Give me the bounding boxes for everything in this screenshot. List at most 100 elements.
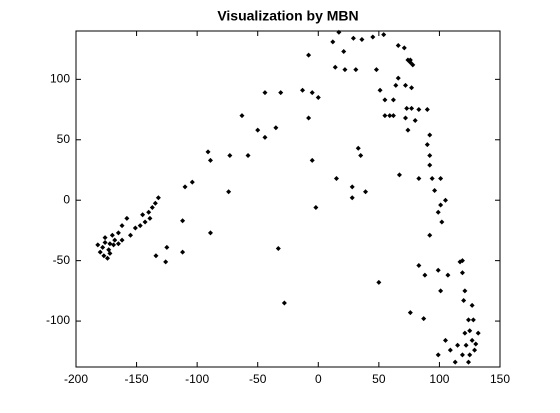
point bbox=[152, 200, 158, 206]
point bbox=[403, 115, 409, 121]
point bbox=[377, 87, 383, 93]
point bbox=[359, 36, 365, 42]
point bbox=[401, 45, 407, 51]
point bbox=[393, 82, 399, 88]
point bbox=[132, 225, 138, 231]
point bbox=[155, 195, 161, 201]
point bbox=[101, 253, 107, 259]
point bbox=[390, 113, 396, 119]
point bbox=[462, 330, 468, 336]
point bbox=[459, 270, 465, 276]
point bbox=[427, 232, 433, 238]
point bbox=[442, 197, 448, 203]
point bbox=[332, 64, 338, 70]
point bbox=[153, 253, 159, 259]
point bbox=[407, 310, 413, 316]
point bbox=[435, 352, 441, 358]
point bbox=[149, 204, 155, 210]
point bbox=[382, 97, 388, 103]
point bbox=[452, 359, 458, 365]
point bbox=[278, 90, 284, 96]
point bbox=[461, 298, 467, 304]
point bbox=[207, 157, 213, 163]
point bbox=[273, 125, 279, 131]
point bbox=[342, 67, 348, 73]
x-tick-label: 100 bbox=[429, 372, 449, 386]
point bbox=[445, 272, 451, 278]
point bbox=[459, 258, 465, 264]
point bbox=[469, 302, 475, 308]
point bbox=[119, 223, 125, 229]
point bbox=[427, 132, 433, 138]
x-tick-label: -100 bbox=[185, 372, 209, 386]
point bbox=[262, 134, 268, 140]
y-tick-label: 100 bbox=[50, 72, 70, 86]
point bbox=[421, 316, 427, 322]
point bbox=[245, 152, 251, 158]
point bbox=[182, 184, 188, 190]
point bbox=[146, 209, 152, 215]
point bbox=[395, 43, 401, 49]
point bbox=[387, 113, 393, 119]
point bbox=[112, 237, 118, 243]
point bbox=[102, 240, 108, 246]
x-tick-label: -50 bbox=[249, 372, 267, 386]
point bbox=[358, 152, 364, 158]
point bbox=[336, 29, 342, 35]
point bbox=[410, 62, 416, 68]
point bbox=[381, 32, 387, 38]
point bbox=[163, 259, 169, 265]
point bbox=[462, 288, 468, 294]
point bbox=[226, 189, 232, 195]
point bbox=[438, 202, 444, 208]
point bbox=[306, 52, 312, 58]
point bbox=[472, 347, 478, 353]
point bbox=[403, 82, 409, 88]
point bbox=[109, 232, 115, 238]
point bbox=[102, 235, 108, 241]
point bbox=[409, 85, 415, 91]
point bbox=[353, 67, 359, 73]
point bbox=[207, 230, 213, 236]
point bbox=[376, 279, 382, 285]
point bbox=[97, 249, 103, 255]
chart-title: Visualization by MBN bbox=[217, 8, 358, 24]
point bbox=[306, 115, 312, 121]
point bbox=[95, 242, 101, 248]
point bbox=[189, 179, 195, 185]
point bbox=[470, 317, 476, 323]
point bbox=[164, 244, 170, 250]
point bbox=[309, 90, 315, 96]
point bbox=[111, 242, 117, 248]
point bbox=[404, 105, 410, 111]
point bbox=[432, 188, 438, 194]
point bbox=[115, 241, 121, 247]
point bbox=[382, 113, 388, 119]
point bbox=[463, 342, 469, 348]
point bbox=[107, 250, 113, 256]
point bbox=[281, 300, 287, 306]
point bbox=[363, 189, 369, 195]
point bbox=[455, 342, 461, 348]
x-tick-label: 50 bbox=[372, 372, 386, 386]
point bbox=[435, 267, 441, 273]
point bbox=[427, 152, 433, 158]
point bbox=[300, 87, 306, 93]
point bbox=[128, 232, 134, 238]
y-tick-label: 50 bbox=[57, 132, 71, 146]
point bbox=[333, 175, 339, 181]
point bbox=[355, 145, 361, 151]
point bbox=[104, 255, 110, 261]
point bbox=[409, 105, 415, 111]
point bbox=[119, 237, 125, 243]
point bbox=[390, 97, 396, 103]
point bbox=[466, 359, 472, 365]
x-tick-label: 150 bbox=[490, 372, 510, 386]
point bbox=[439, 219, 445, 225]
point bbox=[180, 218, 186, 224]
point bbox=[427, 162, 433, 168]
point bbox=[341, 49, 347, 55]
point bbox=[124, 215, 130, 221]
point bbox=[466, 317, 472, 323]
point bbox=[475, 330, 481, 336]
